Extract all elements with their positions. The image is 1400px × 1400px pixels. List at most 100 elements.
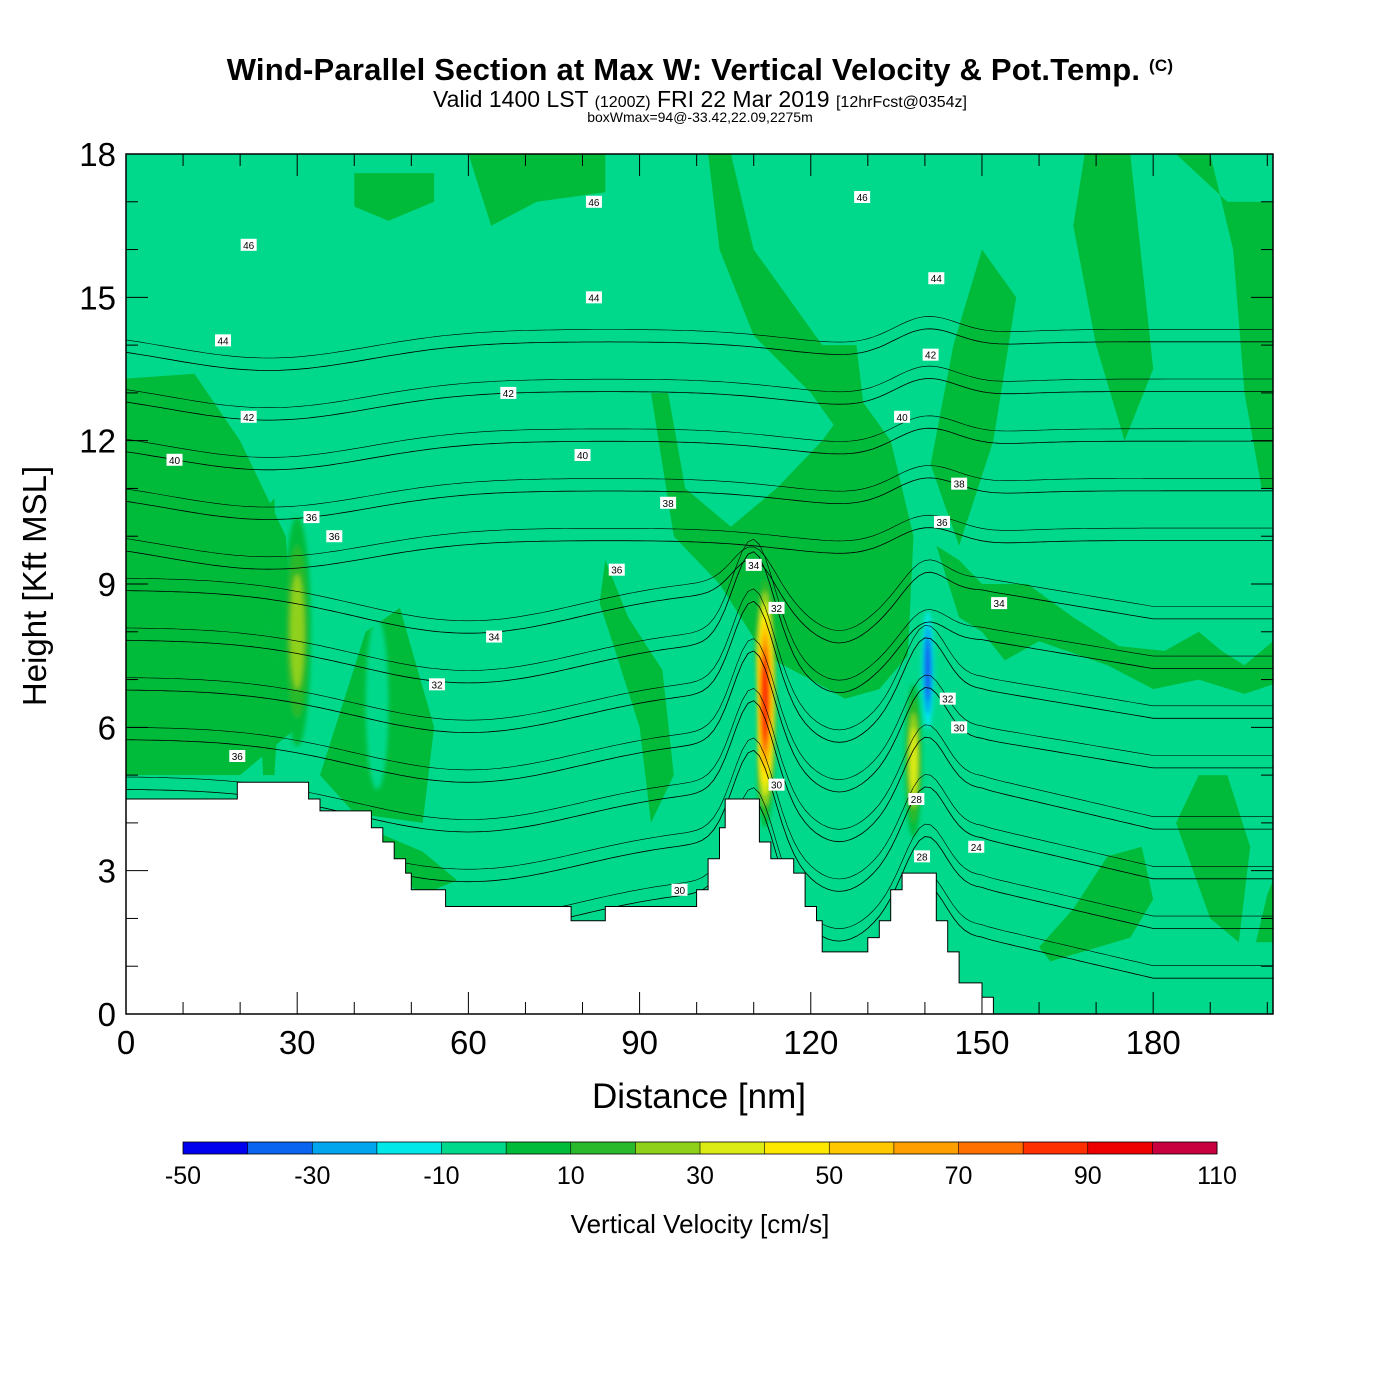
colorbar-tick-label: 110 xyxy=(1197,1162,1237,1190)
isentrope-32-half xyxy=(126,638,1273,780)
isentrope-40 xyxy=(126,527,1273,570)
colorbar-swatch xyxy=(829,1142,895,1154)
colorbar-swatch xyxy=(700,1142,766,1154)
w-feature-5 xyxy=(365,617,389,790)
y-tick-label: 9 xyxy=(98,566,116,603)
theta-label-text: 42 xyxy=(243,413,255,424)
colorbar-swatch xyxy=(376,1142,443,1154)
isentrope-46 xyxy=(126,378,1273,421)
theta-label-24: 36 xyxy=(229,750,246,763)
w-feature-4 xyxy=(920,598,936,742)
theta-label-text: 32 xyxy=(771,604,783,615)
w-level-0 xyxy=(264,564,279,757)
y-axis-label: Height [Kft MSL] xyxy=(16,466,53,706)
theta-label-text: 28 xyxy=(916,852,928,863)
updraft-streak-5 xyxy=(708,154,868,441)
theta-label-15: 36 xyxy=(326,530,343,543)
w-feature-7 xyxy=(864,775,883,909)
isentrope-36 xyxy=(126,551,1273,694)
theta-label-text: 30 xyxy=(954,723,966,734)
isentrope-40-half xyxy=(126,514,1273,558)
theta-label-27: 28 xyxy=(908,793,925,806)
w-feature-3 xyxy=(904,684,923,838)
theta-label-7: 42 xyxy=(500,386,517,400)
isentrope-44-half xyxy=(126,415,1273,458)
theta-label-text: 36 xyxy=(306,513,318,524)
isentrope-34 xyxy=(126,600,1273,743)
colorbar-swatch xyxy=(441,1142,507,1154)
isentrope-30-half xyxy=(126,687,1273,830)
theta-label-30: 30 xyxy=(671,883,688,897)
theta-label-text: 30 xyxy=(771,781,783,792)
theta-label-29: 24 xyxy=(968,840,985,854)
colorbar-swatch xyxy=(1087,1142,1153,1154)
isentrope-48 xyxy=(126,328,1273,371)
updraft-streak-12 xyxy=(1039,846,1154,962)
velocity-field: 46 46 46 44 44 44 42 42 42 40 40 40 38 38 36 36 36 36 34 34… xyxy=(126,154,1273,1014)
chart-title: Wind-Parallel Section at Max W: Vertical… xyxy=(226,52,1174,87)
theta-label-text: 40 xyxy=(577,451,589,462)
theta-label-5: 44 xyxy=(215,334,232,347)
colorbar-tick-label: 50 xyxy=(815,1162,843,1190)
theta-label-text: 46 xyxy=(588,198,600,209)
theta-label-text: 46 xyxy=(857,193,869,204)
theta-label-3: 44 xyxy=(928,272,945,285)
colorbar-swatch xyxy=(764,1142,830,1154)
w-feature-1 xyxy=(264,564,279,757)
valid-date: FRI 22 Mar 2019 xyxy=(657,86,830,112)
isentrope-38 xyxy=(126,558,1273,644)
theta-label-text: 38 xyxy=(954,480,966,491)
theta-label-text: 44 xyxy=(217,336,229,347)
theta-label-text: 30 xyxy=(674,886,686,897)
updraft-streak-8 xyxy=(1073,154,1154,441)
theta-label-23: 32 xyxy=(939,692,956,706)
theta-label-22: 32 xyxy=(429,678,446,691)
colorbar-swatch xyxy=(1023,1142,1089,1154)
valid-time: Valid 1400 LST xyxy=(433,86,589,112)
x-tick-label: 90 xyxy=(621,1024,658,1061)
theta-label-16: 36 xyxy=(608,563,625,577)
theta-label-12: 38 xyxy=(951,477,968,491)
updraft-streak-7 xyxy=(930,249,1017,546)
theta-label-text: 42 xyxy=(503,389,515,400)
updraft-streak-10 xyxy=(468,154,606,226)
w-level-8 xyxy=(761,655,769,742)
theta-label-text: 42 xyxy=(925,351,937,362)
w-feature-6 xyxy=(745,650,757,804)
colorbar-swatch xyxy=(506,1142,572,1154)
colorbar: -50 -30 -10 10 30 50 70 90 110 xyxy=(165,1141,1237,1190)
theta-label-25: 30 xyxy=(951,721,968,734)
theta-label-text: 36 xyxy=(232,752,244,763)
theta-label-text: 44 xyxy=(931,274,943,285)
colorbar-swatch xyxy=(1152,1142,1218,1154)
theta-label-21: 32 xyxy=(768,601,785,615)
theta-label-1: 46 xyxy=(854,191,871,204)
theta-label-text: 46 xyxy=(243,241,255,252)
isentrope-42-half xyxy=(126,465,1273,508)
title-mark: (C) xyxy=(1149,56,1174,75)
x-tick-label: 60 xyxy=(450,1024,487,1061)
isentrope-46-half xyxy=(126,365,1273,408)
isentrope-48-half xyxy=(126,316,1273,359)
x-tick-label: 30 xyxy=(279,1024,316,1061)
theta-label-text: 32 xyxy=(431,680,443,691)
colorbar-swatch xyxy=(312,1142,378,1154)
theta-label-text: 34 xyxy=(994,599,1006,610)
updraft-streak-9 xyxy=(1176,154,1273,489)
theta-label-8: 42 xyxy=(240,410,257,424)
theta-label-19: 34 xyxy=(991,597,1008,610)
updraft-streak-2 xyxy=(377,832,457,895)
theta-label-text: 24 xyxy=(971,843,983,854)
y-tick-label: 0 xyxy=(98,996,116,1033)
colorbar-tick-label: -10 xyxy=(423,1162,459,1190)
w-level-0 xyxy=(864,775,883,909)
w-feature-2 xyxy=(753,569,777,828)
theta-label-14: 36 xyxy=(303,511,320,524)
x-axis-label: Distance [nm] xyxy=(592,1077,806,1116)
colorbar-tick-label: 90 xyxy=(1074,1162,1102,1190)
updraft-streak-6 xyxy=(936,545,1273,694)
updraft-streak-4 xyxy=(651,392,914,699)
theta-label-text: 34 xyxy=(489,633,501,644)
chart-subtitle-2: boxWmax=94@-33.42,22.09,2275m xyxy=(587,109,813,125)
